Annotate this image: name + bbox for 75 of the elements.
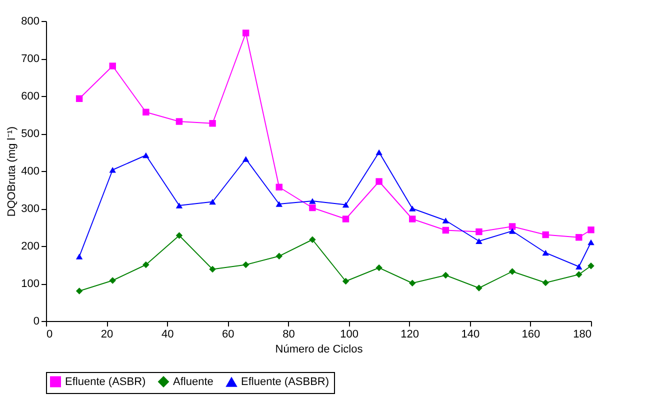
point — [309, 204, 316, 212]
point — [176, 118, 183, 125]
point — [276, 252, 282, 260]
point — [209, 120, 216, 127]
x-tick-label: 120 — [400, 328, 420, 340]
point — [76, 95, 83, 102]
point — [376, 264, 382, 272]
point — [242, 156, 250, 162]
x-tick-label: 40 — [161, 328, 174, 340]
point — [176, 232, 183, 239]
point — [109, 277, 116, 284]
point — [409, 206, 416, 212]
point — [409, 280, 416, 286]
point — [476, 284, 482, 292]
x-tick-label: 140 — [461, 328, 480, 340]
point — [476, 228, 482, 236]
x-tick-label: 0 — [46, 328, 53, 340]
point — [542, 250, 549, 256]
legend-label: Efluente (ASBBR) — [241, 376, 330, 388]
point — [576, 271, 582, 278]
y-tick-label: 0 — [33, 316, 40, 328]
y-tick-label: 400 — [21, 166, 40, 178]
x-tick-label: 80 — [282, 328, 295, 340]
point — [309, 198, 316, 204]
point — [76, 254, 83, 260]
point — [342, 202, 350, 208]
point — [442, 218, 450, 224]
point — [276, 184, 282, 190]
point — [576, 264, 582, 270]
point — [588, 226, 594, 234]
point — [142, 261, 150, 268]
y-tick-label: 500 — [21, 128, 40, 140]
y-tick-label: 200 — [21, 240, 40, 252]
point — [508, 223, 516, 230]
point — [209, 198, 216, 205]
point — [342, 216, 350, 222]
x-tick-label: 160 — [522, 328, 540, 340]
y-tick-label: 700 — [21, 53, 40, 65]
point — [542, 231, 549, 238]
point — [542, 279, 549, 286]
x-tick-label: 100 — [340, 328, 358, 340]
point — [442, 272, 450, 279]
point — [276, 201, 282, 207]
y-tick-label: 100 — [21, 278, 40, 290]
x-axis-title: Número de Ciclos — [275, 344, 364, 356]
point — [342, 278, 350, 285]
point — [476, 238, 482, 244]
legend-label: Afluente — [173, 376, 214, 388]
point — [142, 152, 150, 158]
point — [442, 226, 450, 234]
x-tick-label: 180 — [573, 328, 592, 340]
legend-label: Efluente (ASBR) — [65, 376, 146, 388]
point — [588, 262, 594, 270]
point — [588, 239, 594, 246]
point — [576, 234, 582, 241]
point — [209, 266, 216, 273]
x-tick-label: 60 — [222, 328, 234, 340]
point — [109, 166, 116, 173]
x-tick-label: 20 — [100, 328, 114, 340]
point — [508, 228, 516, 234]
point — [242, 30, 250, 36]
point — [376, 149, 382, 156]
point — [142, 108, 150, 116]
point — [409, 216, 416, 222]
point — [176, 202, 183, 208]
y-axis-title: DQOBruta (mg l⁻¹) — [6, 126, 18, 217]
point — [508, 268, 516, 275]
y-tick-label: 600 — [21, 90, 40, 102]
y-tick-label: 800 — [21, 16, 40, 28]
y-tick-label: 300 — [21, 203, 40, 215]
point — [376, 178, 382, 185]
point — [309, 236, 316, 243]
point — [109, 62, 116, 70]
point — [76, 288, 83, 294]
point — [242, 261, 250, 268]
